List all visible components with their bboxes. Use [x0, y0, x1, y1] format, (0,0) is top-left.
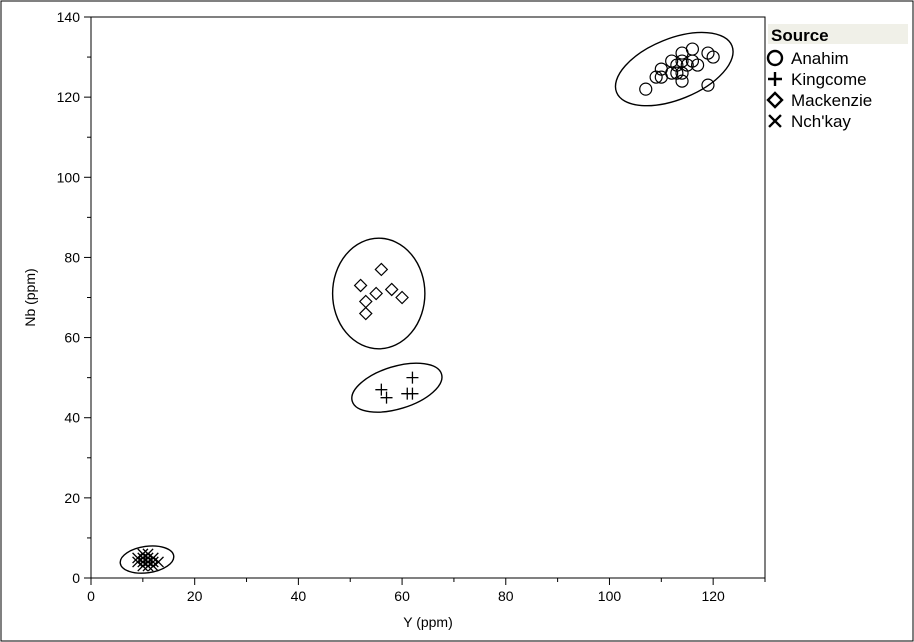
nch-kay-point [142, 548, 154, 560]
mackenzie-point [353, 278, 368, 293]
y-axis-title: Nb (ppm) [22, 268, 38, 326]
legend-title-background [768, 24, 908, 44]
kingcome-point [406, 387, 419, 400]
anahim-point [675, 74, 689, 88]
nch-kay-ellipse [119, 545, 175, 574]
anahim-point [701, 78, 715, 92]
nch-kay-point [147, 552, 159, 564]
x-tick-label: 0 [87, 588, 95, 604]
mackenzie-point [369, 286, 384, 301]
mackenzie-point [384, 282, 399, 297]
x-tick-label: 20 [187, 588, 203, 604]
nch-kay-point [132, 552, 144, 564]
legend-mackenzie-marker [766, 91, 784, 109]
mackenzie-ellipse [331, 237, 426, 350]
nch-kay-point [142, 552, 154, 564]
nch-kay-point [152, 556, 164, 568]
nch-kay-point [132, 556, 144, 568]
legend-kingcome-label: Kingcome [791, 70, 867, 89]
legend-kingcome-marker [768, 72, 782, 86]
x-tick-label: 100 [598, 588, 622, 604]
legend-anahim-marker [766, 49, 784, 67]
y-tick-label: 60 [64, 330, 80, 346]
mackenzie-point [358, 306, 373, 321]
axes: 0 20 40 60 80 100 120 0 20 40 60 80 100 120 140 Y (ppm)… [22, 9, 766, 630]
anahim-point [690, 58, 705, 72]
x-tick-label: 80 [498, 588, 514, 604]
legend-nch-kay-label: Nch'kay [791, 112, 851, 131]
mackenzie-point [395, 290, 409, 305]
nch-kay-point [147, 560, 159, 572]
nch-kay-point [137, 552, 149, 564]
nch-kay-point [137, 548, 149, 560]
nch-kay-point [137, 560, 149, 572]
kingcome-ellipse [351, 362, 443, 413]
nch-kay-point [142, 560, 154, 572]
y-tick-label: 120 [57, 89, 81, 105]
kingcome-point [406, 371, 419, 384]
legend-anahim-label: Anahim [791, 49, 849, 68]
kingcome-point [380, 391, 393, 404]
nch-kay-point [137, 556, 149, 568]
nch-kay-point [147, 556, 159, 568]
y-tick-label: 20 [64, 490, 80, 506]
y-tick-label: 140 [57, 9, 81, 25]
anahim-point [639, 82, 653, 96]
y-tick-label: 40 [64, 410, 80, 426]
legend-nch-kay-marker [768, 114, 782, 128]
nch-kay-point [142, 556, 154, 568]
anahim-ellipse [614, 31, 734, 107]
legend: Source Anahim Kingcome Mackenzie Nch'kay [766, 24, 908, 131]
data-marks [119, 31, 734, 574]
x-tick-label: 40 [291, 588, 307, 604]
legend-title: Source [771, 26, 829, 45]
kingcome-point [375, 383, 388, 396]
legend-mackenzie-label: Mackenzie [791, 91, 872, 110]
anahim-point [685, 42, 700, 56]
mackenzie-point [374, 262, 389, 277]
x-tick-label: 60 [394, 588, 410, 604]
x-axis-title: Y (ppm) [403, 614, 453, 630]
anahim-point [706, 50, 720, 64]
x-tick-label: 120 [701, 588, 725, 604]
y-tick-label: 0 [72, 570, 80, 586]
y-tick-label: 100 [57, 169, 81, 185]
y-tick-label: 80 [64, 249, 80, 265]
